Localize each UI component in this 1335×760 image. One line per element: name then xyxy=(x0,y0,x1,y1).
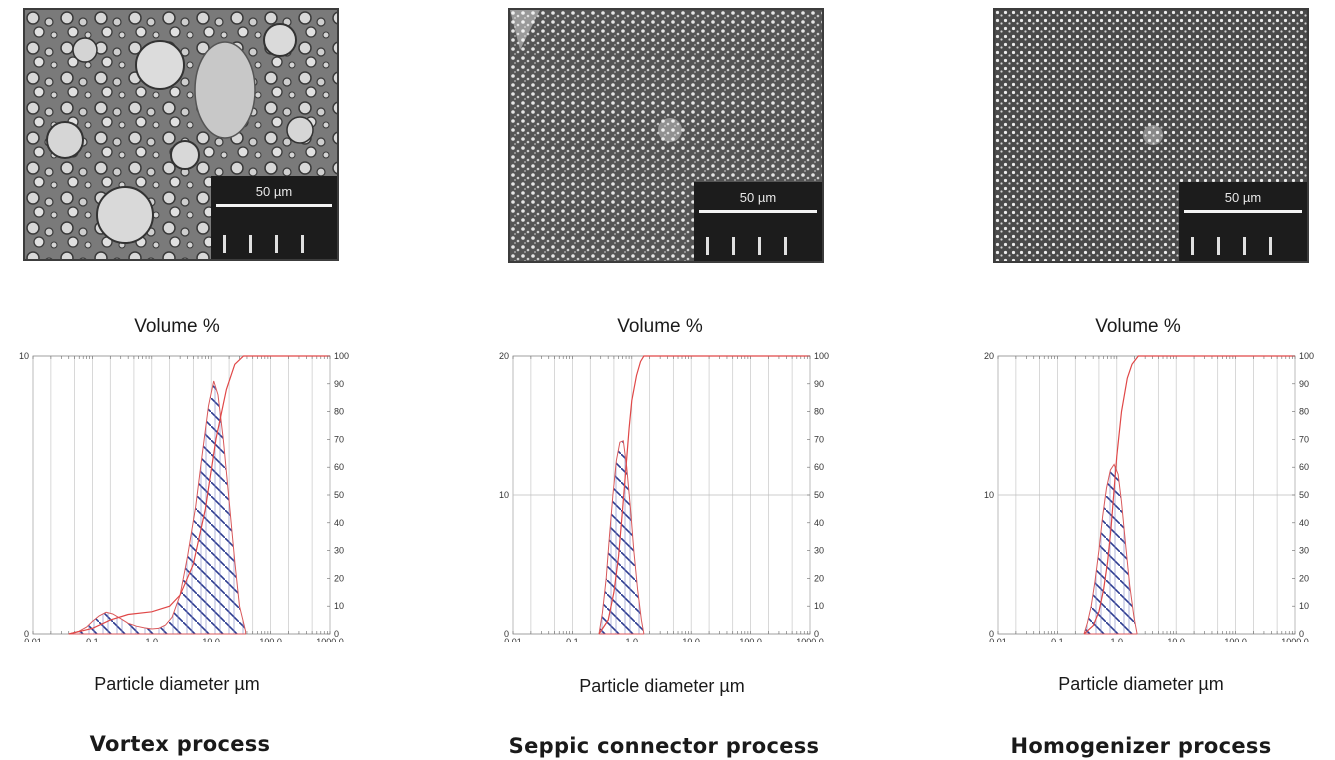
y-tick-label-right: 20 xyxy=(1299,573,1309,583)
y-tick-label-right: 0 xyxy=(814,629,819,639)
scale-bar xyxy=(216,204,332,207)
y-tick-label-right: 60 xyxy=(814,462,824,472)
y-tick-label-right: 40 xyxy=(334,518,344,528)
scale-ticks xyxy=(1191,233,1299,255)
y-tick-label-right: 100 xyxy=(1299,351,1314,361)
x-tick-label: 10.0 xyxy=(202,637,220,642)
y-tick-label-right: 10 xyxy=(814,601,824,611)
y-axis-title: Volume % xyxy=(1095,316,1181,337)
y-tick-label-right: 80 xyxy=(1299,407,1309,417)
y-tick-label-right: 20 xyxy=(814,573,824,583)
x-tick-label: 0.1 xyxy=(1051,637,1064,642)
x-tick-label: 1000.0 xyxy=(316,637,344,642)
y-tick-label-right: 30 xyxy=(814,546,824,556)
y-tick-label-right: 10 xyxy=(334,601,344,611)
panel-vortex: 50 µm Volume % 0.01 0.1 1.0 10.0 100.0 1000.0… xyxy=(0,0,445,760)
x-axis-title: Particle diameter µm xyxy=(579,676,745,696)
y-axis-title: Volume % xyxy=(134,316,220,337)
scale-bar xyxy=(699,210,817,213)
y-tick-label-right: 20 xyxy=(334,573,344,583)
histogram-chart-homogenizer: 0.01 0.1 1.0 10.0 100.0 1000.0010200102030405… xyxy=(984,351,1314,642)
y-tick-label-right: 80 xyxy=(814,407,824,417)
cumulative-line xyxy=(68,355,330,635)
x-axis-title: Particle diameter µm xyxy=(94,674,260,694)
scale-bar-box: 50 µm xyxy=(694,182,822,261)
x-tick-label: 100.0 xyxy=(259,637,282,642)
micrograph-image-vortex xyxy=(25,10,337,259)
x-tick-label: 1000.0 xyxy=(796,637,824,642)
panel-seppic: 50 µm Volume % 0.01 0.1 1.0 10.0 100.0 1000.0… xyxy=(490,0,850,760)
y-tick-label-right: 40 xyxy=(814,518,824,528)
y-tick-label-left: 0 xyxy=(989,629,994,639)
y-tick-label-left: 20 xyxy=(984,351,994,361)
y-tick-label-right: 0 xyxy=(1299,629,1304,639)
histogram-chart-seppic: 0.01 0.1 1.0 10.0 100.0 1000.0010200102030405… xyxy=(499,351,829,642)
y-tick-label-left: 0 xyxy=(24,629,29,639)
x-tick-label: 0.1 xyxy=(566,637,579,642)
scale-bar xyxy=(1184,210,1302,213)
y-tick-label-right: 90 xyxy=(814,379,824,389)
histogram-area xyxy=(598,440,645,635)
y-tick-label-right: 80 xyxy=(334,407,344,417)
scale-bar-box: 50 µm xyxy=(211,176,337,259)
histogram-area xyxy=(68,380,247,635)
y-tick-label-right: 50 xyxy=(814,490,824,500)
x-tick-label: 100.0 xyxy=(739,637,762,642)
y-tick-label-right: 100 xyxy=(814,351,829,361)
x-tick-label: 10.0 xyxy=(1167,637,1185,642)
panel-caption: Vortex process xyxy=(89,732,271,756)
y-tick-label-left: 10 xyxy=(19,351,29,361)
x-tick-label: 1.0 xyxy=(1111,637,1124,642)
y-tick-label-left: 10 xyxy=(984,490,994,500)
scale-bar-label: 50 µm xyxy=(1224,190,1262,205)
histogram-area xyxy=(1083,463,1138,635)
y-tick-label-right: 30 xyxy=(334,546,344,556)
y-tick-label-left: 0 xyxy=(504,629,509,639)
x-tick-label: 1.0 xyxy=(146,637,159,642)
y-tick-label-right: 90 xyxy=(1299,379,1309,389)
y-tick-label-right: 10 xyxy=(1299,601,1309,611)
y-tick-label-right: 60 xyxy=(1299,462,1309,472)
y-tick-label-right: 90 xyxy=(334,379,344,389)
panel-caption: Homogenizer process xyxy=(1010,734,1272,758)
panel-caption: Seppic connector process xyxy=(508,734,820,758)
x-tick-label: 0.01 xyxy=(504,637,522,642)
y-tick-label-right: 100 xyxy=(334,351,349,361)
y-tick-label-right: 50 xyxy=(1299,490,1309,500)
y-tick-label-right: 50 xyxy=(334,490,344,500)
y-tick-label-right: 30 xyxy=(1299,546,1309,556)
cumulative-line xyxy=(598,355,810,635)
scale-bar-label: 50 µm xyxy=(255,184,293,199)
panel-homogenizer: 50 µm Volume % 0.01 0.1 1.0 10.0 100.0 1000.0… xyxy=(975,0,1335,760)
x-tick-label: 0.1 xyxy=(86,637,99,642)
micrograph-seppic: 50 µm xyxy=(508,8,824,263)
y-tick-label-left: 20 xyxy=(499,351,509,361)
y-tick-label-left: 10 xyxy=(499,490,509,500)
micrograph-vortex: 50 µm xyxy=(23,8,339,261)
micrograph-homogenizer: 50 µm xyxy=(993,8,1309,263)
x-tick-label: 0.01 xyxy=(24,637,42,642)
scale-ticks xyxy=(223,231,329,253)
y-tick-label-right: 70 xyxy=(814,434,824,444)
y-tick-label-right: 70 xyxy=(1299,434,1309,444)
x-tick-label: 0.01 xyxy=(989,637,1007,642)
x-axis-title: Particle diameter µm xyxy=(1058,674,1224,694)
y-tick-label-right: 70 xyxy=(334,434,344,444)
y-tick-label-right: 40 xyxy=(1299,518,1309,528)
y-tick-label-right: 0 xyxy=(334,629,339,639)
y-axis-title: Volume % xyxy=(617,316,703,337)
scale-bar-box: 50 µm xyxy=(1179,182,1307,261)
y-tick-label-right: 60 xyxy=(334,462,344,472)
x-tick-label: 10.0 xyxy=(682,637,700,642)
x-tick-label: 100.0 xyxy=(1224,637,1247,642)
histogram-chart-vortex: 0.01 0.1 1.0 10.0 100.0 1000.0010010203040506… xyxy=(19,351,349,642)
scale-bar-label: 50 µm xyxy=(739,190,777,205)
x-tick-label: 1.0 xyxy=(626,637,639,642)
cumulative-line xyxy=(1083,355,1295,635)
scale-ticks xyxy=(706,233,814,255)
x-tick-label: 1000.0 xyxy=(1281,637,1309,642)
